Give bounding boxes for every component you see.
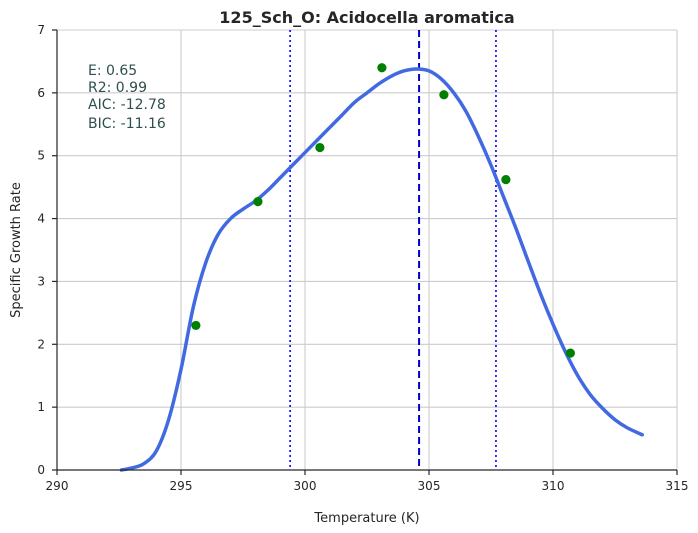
fit-curve bbox=[119, 67, 645, 472]
axes bbox=[56, 30, 677, 471]
y-ticks: 0 1 2 3 4 5 6 7 bbox=[37, 23, 57, 477]
stat-e: E: 0.65 bbox=[88, 63, 137, 79]
x-axis-label: Temperature (K) bbox=[313, 511, 419, 526]
stat-aic: AIC: -12.78 bbox=[88, 97, 166, 113]
data-point bbox=[439, 90, 449, 100]
stat-bic: BIC: -11.16 bbox=[88, 116, 166, 132]
y-tick-label: 3 bbox=[37, 274, 45, 288]
y-tick-label: 4 bbox=[37, 212, 45, 226]
fit-statistics: E: 0.65 R2: 0.99 AIC: -12.78 BIC: -11.16 bbox=[88, 63, 166, 132]
stat-r2: R2: 0.99 bbox=[88, 80, 147, 96]
x-tick-label: 315 bbox=[666, 479, 689, 493]
data-point bbox=[315, 142, 325, 153]
y-tick-label: 0 bbox=[37, 463, 45, 477]
x-tick-label: 305 bbox=[418, 479, 441, 493]
grid bbox=[57, 29, 678, 470]
fit-curve-layer bbox=[119, 67, 645, 472]
x-tick-label: 295 bbox=[170, 479, 193, 493]
chart-title: 125_Sch_O: Acidocella aromatica bbox=[219, 8, 514, 27]
data-points bbox=[191, 63, 575, 358]
data-point bbox=[565, 348, 575, 358]
data-point bbox=[377, 63, 387, 73]
x-tick-label: 290 bbox=[46, 479, 69, 493]
y-axis-label: Specific Growth Rate bbox=[9, 182, 24, 318]
y-tick-label: 1 bbox=[37, 400, 45, 414]
y-tick-label: 6 bbox=[37, 86, 45, 100]
x-ticks: 290 295 300 305 310 315 bbox=[46, 470, 689, 493]
x-tick-label: 300 bbox=[294, 479, 317, 493]
x-tick-label: 310 bbox=[542, 479, 565, 493]
y-tick-label: 7 bbox=[37, 23, 45, 37]
data-point bbox=[253, 197, 263, 207]
reference-lines bbox=[289, 30, 497, 470]
data-point bbox=[501, 175, 511, 185]
data-point bbox=[191, 320, 201, 331]
y-tick-label: 2 bbox=[37, 337, 45, 351]
y-tick-label: 5 bbox=[37, 149, 45, 163]
